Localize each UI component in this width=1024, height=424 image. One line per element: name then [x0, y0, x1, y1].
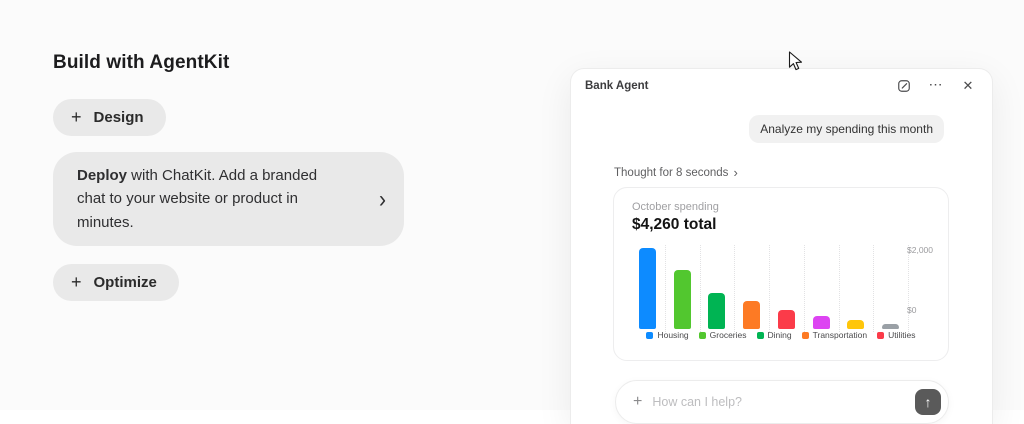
- bar-transportation: [743, 301, 761, 329]
- legend-item-dining: Dining: [756, 330, 792, 340]
- attach-plus-icon[interactable]: +: [633, 393, 643, 410]
- bar-unlabeled-7: [847, 320, 865, 329]
- legend-swatch: [756, 331, 764, 339]
- legend-item-transportation: Transportation: [801, 330, 868, 340]
- chart-total: $4,260 total: [632, 216, 717, 233]
- chevron-right-icon: ›: [379, 185, 386, 213]
- chat-header-actions: ⋯ ✕: [894, 76, 978, 96]
- gridline: [873, 245, 875, 332]
- arrow-up-icon: ↑: [924, 394, 932, 410]
- legend-item-housing: Housing: [646, 330, 689, 340]
- y-axis-tick-max: $2,000: [907, 245, 933, 255]
- thought-label: Thought for 8 seconds: [614, 166, 729, 179]
- bank-agent-chat-window: Bank Agent ⋯ ✕ Analyze my spending this …: [570, 68, 993, 424]
- plus-icon: +: [71, 107, 82, 127]
- bar-unlabeled-6: [812, 316, 830, 329]
- legend-item-groceries: Groceries: [698, 330, 747, 340]
- deploy-card-text: Deploy with ChatKit. Add a branded chat …: [77, 164, 349, 235]
- chart-legend: Housing Groceries Dining Transportation Util…: [614, 330, 948, 340]
- legend-swatch: [646, 331, 654, 339]
- legend-swatch: [877, 331, 885, 339]
- deploy-card-text-rest: with ChatKit. Add a branded chat to your…: [77, 166, 318, 231]
- send-button[interactable]: ↑: [915, 389, 941, 415]
- gridline: [907, 245, 909, 332]
- design-button-label: Design: [93, 108, 144, 126]
- legend-item-utilities: Utilities: [877, 330, 916, 340]
- gridline: [734, 245, 736, 332]
- legend-label: Transportation: [812, 330, 868, 340]
- legend-label: Housing: [657, 330, 689, 340]
- legend-swatch: [698, 331, 706, 339]
- legend-label: Dining: [767, 330, 792, 340]
- page-title: Build with AgentKit: [53, 52, 230, 73]
- legend-label: Groceries: [709, 330, 747, 340]
- user-message-bubble: Analyze my spending this month: [749, 115, 944, 143]
- legend-label: Utilities: [888, 330, 916, 340]
- chat-title: Bank Agent: [585, 80, 649, 92]
- chat-input[interactable]: [652, 395, 915, 409]
- legend-swatch: [801, 331, 809, 339]
- bar-housing: [639, 248, 656, 329]
- deploy-card[interactable]: Deploy with ChatKit. Add a branded chat …: [53, 152, 404, 246]
- chat-header: Bank Agent ⋯ ✕: [571, 69, 992, 103]
- close-icon[interactable]: ✕: [962, 78, 974, 93]
- gridline: [665, 245, 666, 332]
- gridline: [838, 245, 840, 332]
- chart-title: October spending: [632, 201, 719, 213]
- compose-icon[interactable]: [894, 76, 914, 96]
- gridline: [699, 245, 701, 332]
- deploy-card-text-bold: Deploy: [77, 166, 128, 184]
- spending-chart-card: October spending $4,260 total $2,000 $0 …: [613, 187, 949, 361]
- plus-icon: +: [71, 272, 82, 292]
- gridline: [769, 245, 771, 332]
- optimize-button-label: Optimize: [93, 273, 157, 291]
- optimize-button[interactable]: + Optimize: [53, 264, 179, 301]
- chat-composer: + ↑: [615, 380, 949, 424]
- gridline: [803, 245, 805, 332]
- more-options-icon[interactable]: ⋯: [928, 75, 944, 92]
- bar-unlabeled-8: [881, 324, 899, 329]
- design-button[interactable]: + Design: [53, 99, 166, 136]
- chevron-right-icon: ›: [733, 165, 738, 180]
- agentkit-section: Build with AgentKit: [53, 52, 473, 74]
- bar-chart-plot: [639, 245, 909, 332]
- bar-dining: [708, 293, 726, 329]
- y-axis-tick-zero: $0: [907, 305, 917, 315]
- bar-utilities: [777, 310, 795, 329]
- bar-groceries: [673, 270, 691, 329]
- thought-disclosure[interactable]: Thought for 8 seconds ›: [614, 165, 738, 180]
